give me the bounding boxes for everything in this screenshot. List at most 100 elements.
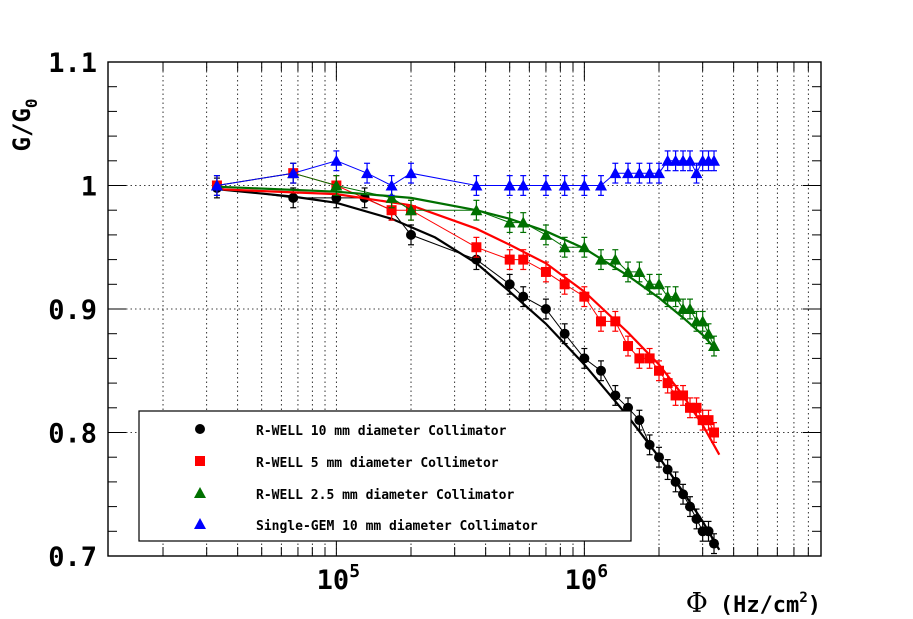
data-point	[540, 266, 551, 277]
data-point	[518, 291, 529, 302]
data-point	[540, 304, 551, 314]
legend-label-rwell-5: R-WELL 5 mm diameter Collimetor	[256, 456, 499, 471]
x-tick-base: 10	[565, 565, 598, 596]
data-point	[518, 254, 529, 265]
data-point	[684, 154, 697, 166]
data-point	[678, 390, 689, 401]
data-point	[330, 154, 343, 166]
data-point	[610, 316, 621, 327]
data-point	[703, 526, 714, 537]
legend-label-rwell-10: R-WELL 10 mm diameter Collimator	[256, 424, 507, 439]
data-point	[708, 340, 721, 352]
data-point	[644, 353, 655, 364]
legend-marker	[194, 487, 206, 498]
data-point	[558, 241, 571, 253]
data-point	[670, 390, 681, 401]
data-point	[697, 415, 708, 426]
data-point	[517, 216, 530, 228]
x-tick-label: 105	[317, 561, 360, 596]
legend-marker	[194, 518, 206, 529]
data-point	[405, 167, 418, 179]
data-point	[684, 303, 697, 314]
data-point	[405, 204, 418, 216]
x-tick-exponent: 6	[597, 561, 608, 582]
y-tick-label: 1	[81, 172, 97, 203]
data-point	[558, 179, 571, 191]
y-axis-title-sub: 0	[22, 99, 41, 109]
data-point	[662, 464, 673, 475]
data-point	[685, 501, 696, 512]
data-point	[517, 179, 530, 191]
data-point	[559, 328, 570, 339]
legend-label-rwell-2-5: R-WELL 2.5 mm diameter Collimator	[256, 488, 514, 503]
data-point	[595, 316, 606, 327]
x-axis-unit-close: )	[808, 593, 821, 618]
data-point	[643, 167, 656, 179]
data-point	[623, 341, 634, 352]
legend-marker	[195, 456, 205, 466]
data-point	[579, 291, 590, 302]
data-point	[386, 205, 397, 216]
data-point	[691, 402, 702, 413]
y-tick-label: 0.8	[48, 419, 97, 450]
series-3	[210, 150, 721, 196]
y-tick-label: 0.7	[48, 542, 97, 573]
data-point	[662, 378, 673, 389]
data-point	[654, 452, 665, 463]
data-point	[579, 353, 590, 364]
data-point	[622, 167, 635, 179]
data-point	[609, 253, 622, 265]
data-point	[661, 154, 674, 166]
data-point	[385, 179, 398, 191]
data-point	[644, 439, 655, 450]
x-tick-label: 106	[565, 561, 608, 596]
data-point	[622, 265, 635, 277]
x-axis-title: Φ (Hz/cm2)	[686, 588, 821, 619]
legend: R-WELL 10 mm diameter Collimator R-WELL …	[138, 410, 632, 542]
legend-markers	[194, 424, 206, 529]
legend-box	[138, 410, 632, 542]
data-point	[287, 167, 300, 179]
data-point	[709, 538, 720, 549]
data-point	[678, 489, 689, 500]
data-point	[634, 415, 645, 426]
data-point	[470, 204, 483, 216]
data-point	[594, 253, 607, 265]
x-tick-base: 10	[317, 565, 350, 596]
data-point	[504, 279, 515, 290]
data-point	[691, 513, 702, 524]
data-point	[503, 179, 516, 191]
data-point	[288, 192, 299, 203]
y-axis-title: G/G0	[8, 99, 41, 152]
data-point	[634, 353, 645, 364]
data-point	[578, 241, 591, 253]
data-point	[633, 167, 646, 179]
data-point	[470, 179, 483, 191]
data-point	[385, 191, 398, 203]
data-point	[504, 254, 515, 265]
data-point	[661, 290, 674, 302]
x-axis-symbol: Φ	[686, 588, 708, 619]
data-point	[559, 279, 570, 290]
series-2	[210, 162, 721, 357]
y-tick-label: 0.9	[48, 295, 97, 326]
legend-label-single-gem-10: Single-GEM 10 mm diameter Collimator	[256, 519, 538, 534]
data-point	[578, 179, 591, 191]
x-axis-unit: (Hz/cm	[720, 593, 799, 618]
x-tick-exponent: 5	[349, 561, 360, 582]
data-point	[623, 402, 634, 413]
data-point	[653, 167, 666, 179]
y-tick-label: 1.1	[48, 48, 97, 79]
x-axis-unit-power: 2	[799, 590, 807, 606]
data-point	[643, 278, 656, 290]
data-point	[708, 154, 721, 166]
data-point	[709, 427, 720, 438]
data-point	[471, 242, 482, 253]
data-point	[654, 365, 665, 376]
data-point	[670, 476, 681, 487]
data-point	[330, 179, 343, 191]
data-point	[539, 228, 552, 240]
data-point	[685, 402, 696, 413]
data-point	[539, 179, 552, 191]
